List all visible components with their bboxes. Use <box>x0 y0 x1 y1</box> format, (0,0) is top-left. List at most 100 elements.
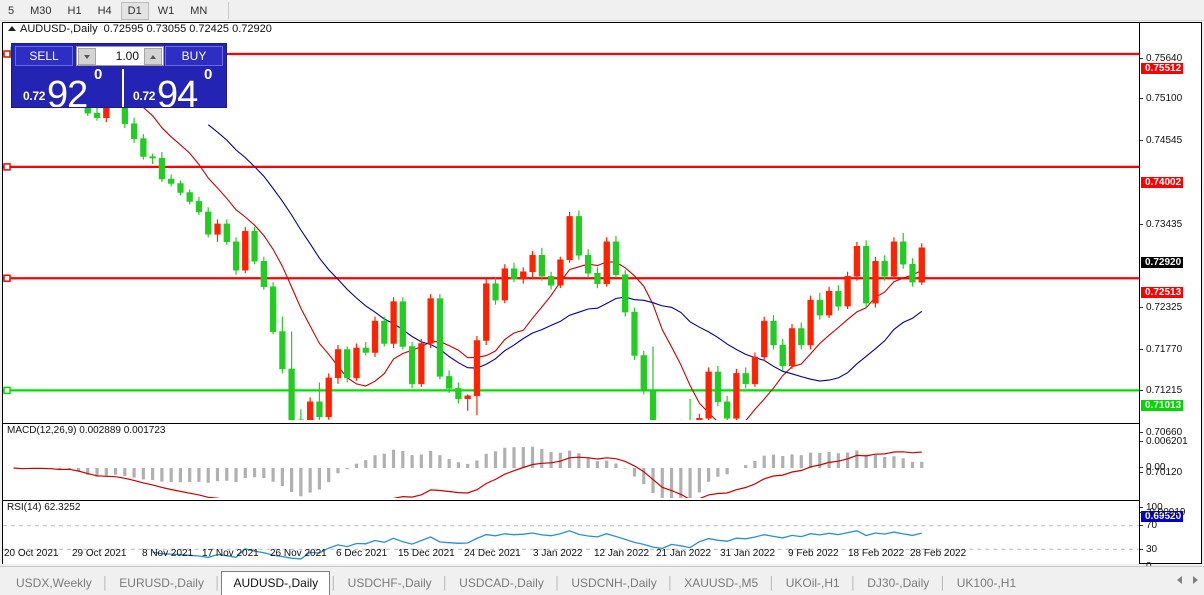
time-tick: 3 Jan 2022 <box>533 548 583 559</box>
ask-price-display[interactable]: 0.72 94 0 <box>122 69 226 107</box>
price-candlestick-plot <box>3 44 1139 420</box>
volume-stepper[interactable]: 1.00 <box>76 46 164 66</box>
timeframe-toolbar: 5 M30 H1 H4 D1 W1 MN <box>0 0 1204 21</box>
time-tick: 26 Nov 2021 <box>270 548 327 559</box>
toolbar-separator <box>228 2 229 19</box>
chart-tab-usdcad-daily[interactable]: USDCAD-,Daily <box>459 576 544 590</box>
price-marker-resistance[interactable]: 0.72513 <box>1141 287 1184 298</box>
rsi-plot <box>3 525 1139 560</box>
level-line-support-1[interactable] <box>3 386 1139 395</box>
macd-pane[interactable]: MACD(12,26,9) 0.002889 0.001723 <box>3 423 1139 498</box>
price-marker-resistance[interactable]: 0.75512 <box>1141 63 1184 74</box>
timeframe-button-w1[interactable]: W1 <box>157 4 175 17</box>
price-scale[interactable]: 0.75640 0.75100 0.74545 0.73435 0.72325 0.717… <box>1139 23 1201 572</box>
bid-price-prefix: 0.72 <box>23 89 46 103</box>
scroll-left-icon[interactable] <box>1177 576 1182 584</box>
price-tick: 0.70120 <box>1140 468 1182 478</box>
time-tick: 21 Jan 2022 <box>656 548 712 559</box>
price-tick: 0.75100 <box>1140 94 1182 104</box>
collapse-triangle-icon[interactable] <box>8 25 16 31</box>
macd-tick: 0.006201 <box>1140 437 1188 447</box>
chevron-up-icon <box>150 54 156 59</box>
chart-tab-usdchf-daily[interactable]: USDCHF-,Daily <box>347 576 432 590</box>
price-marker-support[interactable]: 0.71013 <box>1141 400 1184 411</box>
tab-divider: │ <box>768 576 776 590</box>
tab-scroll-controls[interactable] <box>1177 576 1198 584</box>
level-line-resistance-3[interactable] <box>3 274 1139 282</box>
timeframe-button-d1[interactable]: D1 <box>120 1 149 20</box>
time-tick: 24 Dec 2021 <box>464 548 521 559</box>
timeframe-button-h1[interactable]: H1 <box>67 4 82 17</box>
timeframe-button-m30[interactable]: M30 <box>30 4 52 17</box>
tab-divider: │ <box>849 576 858 590</box>
chart-tab-usdcnh-daily[interactable]: USDCNH-,Daily <box>571 576 657 590</box>
price-marker-last-price[interactable]: 0.72920 <box>1141 257 1184 268</box>
price-tick: 0.73435 <box>1140 220 1182 230</box>
tab-divider: │ <box>213 576 222 590</box>
time-tick: 29 Oct 2021 <box>72 548 127 559</box>
time-tick: 15 Dec 2021 <box>398 548 455 559</box>
time-tick: 28 Feb 2022 <box>910 548 967 559</box>
price-tick: 0.70660 <box>1140 428 1182 438</box>
price-tick: 0.74545 <box>1140 136 1182 146</box>
volume-input[interactable]: 1.00 <box>115 49 139 63</box>
scroll-right-icon[interactable] <box>1193 576 1198 584</box>
macd-plot <box>13 446 924 498</box>
rsi-line <box>152 530 922 560</box>
sell-button[interactable]: SELL <box>15 46 73 66</box>
timeframe-button-h4[interactable]: H4 <box>97 4 112 17</box>
tab-divider: │ <box>939 576 947 590</box>
ask-price-fraction: 0 <box>204 69 213 83</box>
time-tick: 18 Feb 2022 <box>848 548 905 559</box>
time-scale[interactable]: 20 Oct 2021 29 Oct 2021 8 Nov 2021 17 Nov 2… <box>2 548 1202 562</box>
candle-series <box>10 44 925 420</box>
time-tick: 12 Jan 2022 <box>594 548 650 559</box>
macd-histogram <box>21 446 924 498</box>
chart-tab-dj30-daily[interactable]: DJ30-,Daily <box>867 576 930 590</box>
chart-tab-usdx-weekly[interactable]: USDX,Weekly <box>16 576 92 590</box>
volume-increase-button[interactable] <box>144 48 162 65</box>
buy-button[interactable]: BUY <box>165 46 223 66</box>
chart-tab-bar: USDX,Weekly │ EURUSD-,Daily │ AUDUSD-,Daily │… <box>0 566 1204 595</box>
chart-tab-eurusd-daily[interactable]: EURUSD-,Daily <box>119 576 204 590</box>
ask-price-prefix: 0.72 <box>133 89 156 103</box>
tab-divider: │ <box>666 576 675 590</box>
tab-divider: │ <box>441 576 450 590</box>
time-tick: 8 Nov 2021 <box>142 548 194 559</box>
one-click-trading-panel[interactable]: SELL 1.00 BUY 0.72 92 0 <box>11 43 227 108</box>
time-tick: 9 Feb 2022 <box>788 548 839 559</box>
timeframe-button-mn[interactable]: MN <box>190 4 208 17</box>
moving-average-slow <box>207 124 923 382</box>
time-tick: 31 Jan 2022 <box>720 548 776 559</box>
rsi-tick: 100 <box>1140 503 1163 513</box>
chart-symbol-label: AUDUSD-,Daily <box>20 23 98 35</box>
price-marker-resistance[interactable]: 0.74002 <box>1141 177 1184 188</box>
time-tick: 17 Nov 2021 <box>202 548 259 559</box>
bid-price-main: 92 <box>47 74 88 107</box>
level-line-resistance-2[interactable] <box>3 163 1139 171</box>
timeframe-button-group: 5 M30 H1 H4 D1 W1 MN <box>0 0 215 21</box>
chart-tab-uk100-h1[interactable]: UK100-,H1 <box>956 576 1017 590</box>
volume-decrease-button[interactable] <box>78 48 96 65</box>
trade-panel-controls: SELL 1.00 BUY <box>12 44 226 68</box>
tab-divider: │ <box>330 576 338 590</box>
price-tick: 0.72325 <box>1140 303 1182 313</box>
macd-signal-line <box>13 451 922 498</box>
chevron-down-icon <box>84 54 90 59</box>
bid-price-display[interactable]: 0.72 92 0 <box>14 69 118 107</box>
chart-ohlc-values: 0.72595 0.73055 0.72425 0.72920 <box>103 23 272 35</box>
price-tick: 0.71215 <box>1140 386 1182 396</box>
price-marker-support[interactable]: 0.69520 <box>1141 511 1184 522</box>
chart-tab-audusd-daily[interactable]: AUDUSD-,Daily <box>221 571 331 595</box>
timeframe-button-5[interactable]: 5 <box>8 4 15 17</box>
price-tick: 0.71770 <box>1140 345 1182 355</box>
chart-tab-xauusd-m5[interactable]: XAUUSD-,M5 <box>684 576 759 590</box>
time-tick: 20 Oct 2021 <box>4 548 59 559</box>
macd-tick: 0.00 <box>1140 463 1165 473</box>
chart-tab-ukoil-h1[interactable]: UKOil-,H1 <box>785 576 840 590</box>
rsi-tick: 30 <box>1140 545 1157 555</box>
tab-divider: │ <box>553 576 562 590</box>
tab-divider: │ <box>101 576 110 590</box>
moving-average-fast <box>96 75 923 420</box>
